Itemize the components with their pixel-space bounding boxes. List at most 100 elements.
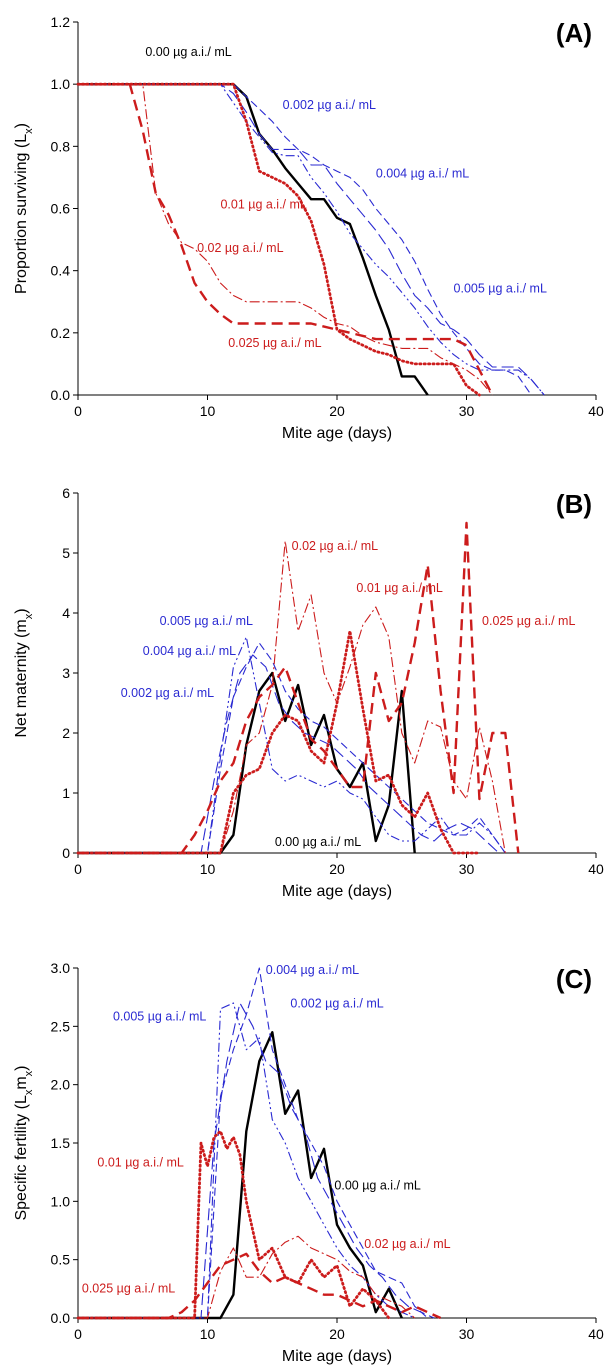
series-label: 0.02 µg a.i./ mL	[292, 539, 378, 553]
x-tick-label: 40	[588, 1326, 604, 1342]
series-label: 0.025 µg a.i./ mL	[228, 336, 321, 350]
y-tick-label: 1.5	[51, 1135, 71, 1151]
panel-letter: (C)	[556, 964, 592, 994]
x-axis-title: Mite age (days)	[282, 883, 392, 900]
y-axis-title-part: m	[13, 1076, 30, 1089]
y-axis-title-part: x	[23, 1070, 35, 1076]
y-axis-title: Specific fertility (Lxmx)	[13, 1065, 35, 1220]
x-tick-label: 0	[74, 861, 82, 877]
x-tick-label: 30	[459, 861, 475, 877]
series-line-0-002-ug-a-i-ml	[78, 1002, 435, 1319]
y-tick-label: 1.0	[51, 1193, 71, 1209]
series-line-0-025-ug-a-i-ml	[78, 1252, 442, 1320]
y-tick-label: 0.4	[51, 263, 71, 279]
y-tick-label: 1	[62, 785, 70, 801]
x-tick-label: 10	[200, 403, 216, 419]
y-tick-label: 0.2	[51, 325, 71, 341]
x-tick-label: 20	[329, 403, 345, 419]
y-tick-label: 1.0	[51, 76, 71, 92]
y-tick-label: 5	[62, 545, 70, 561]
x-tick-label: 30	[459, 403, 475, 419]
y-axis-title-part: )	[13, 1065, 30, 1070]
y-axis-title-part: )	[13, 608, 30, 613]
x-tick-label: 30	[459, 1326, 475, 1342]
series-label: 0.002 µg a.i./ mL	[283, 98, 376, 112]
panel-letter: (A)	[556, 18, 592, 48]
y-axis-title-part: x	[23, 128, 35, 134]
x-axis-title: Mite age (days)	[282, 425, 392, 442]
series-line-0-00-ug-a-i-ml	[78, 82, 429, 396]
series-line-0-004-ug-a-i-ml	[78, 967, 429, 1319]
series-label: 0.005 µg a.i./ mL	[160, 614, 253, 628]
series-line-0-01-ug-a-i-ml	[76, 1129, 391, 1320]
x-tick-label: 40	[588, 403, 604, 419]
y-axis-title-part: Proportion surviving (L	[13, 134, 30, 294]
series-label: 0.00 µg a.i./ mL	[275, 835, 361, 849]
y-tick-label: 0.0	[51, 387, 71, 403]
x-tick-label: 20	[329, 861, 345, 877]
panel-a-survival: 0 10 20 30 40 0.0 0.2 0.4 0.6 0.8 1.0 1.2 Mite age (…	[13, 14, 604, 442]
series-label: 0.004 µg a.i./ mL	[376, 166, 469, 180]
panel-c-specific-fertility: 0 10 20 30 40 0.0 0.5 1.0 1.5 2.0 2.5 3.0 Mite age (…	[13, 960, 604, 1365]
x-tick-label: 0	[74, 403, 82, 419]
series-line-0-004-ug-a-i-ml	[78, 642, 506, 854]
series-line-0-00-ug-a-i-ml	[78, 671, 416, 855]
series-label: 0.004 µg a.i./ mL	[143, 644, 236, 658]
y-tick-label: 0	[62, 845, 70, 861]
x-tick-label: 20	[329, 1326, 345, 1342]
y-axis-title-part: Net maternity (m	[13, 619, 30, 737]
series-label: 0.02 µg a.i./ mL	[197, 241, 283, 255]
y-tick-label: 2	[62, 725, 70, 741]
series-label: 0.01 µg a.i./ mL	[356, 581, 442, 595]
y-axis-title-part: x	[23, 613, 35, 619]
series-line-0-002-ug-a-i-ml	[78, 654, 500, 854]
series-line-0-02-ug-a-i-ml	[78, 83, 493, 396]
series-label: 0.01 µg a.i./ mL	[97, 1155, 183, 1169]
series-label: 0.025 µg a.i./ mL	[82, 1281, 175, 1295]
y-tick-label: 0.8	[51, 138, 71, 154]
series-line-0-01-ug-a-i-ml	[76, 629, 481, 855]
series-line-0-025-ug-a-i-ml	[78, 82, 494, 396]
y-tick-label: 3.0	[51, 960, 71, 976]
y-tick-label: 2.5	[51, 1018, 71, 1034]
series-label: 0.025 µg a.i./ mL	[482, 614, 575, 628]
y-axis-title: Net maternity (mx)	[13, 608, 35, 737]
y-axis-title-part: x	[23, 1089, 35, 1095]
y-tick-label: 0.0	[51, 1310, 71, 1326]
y-axis-title-part: Specific fertility (L	[13, 1095, 30, 1220]
y-tick-label: 0.6	[51, 201, 71, 217]
series-line-0-005-ug-a-i-ml	[78, 636, 506, 854]
y-axis-title: Proportion surviving (Lx)	[13, 123, 35, 294]
series-label: 0.002 µg a.i./ mL	[290, 997, 383, 1011]
y-tick-label: 4	[62, 605, 70, 621]
x-tick-label: 0	[74, 1326, 82, 1342]
series-line-0-005-ug-a-i-ml	[78, 83, 545, 396]
panel-letter: (B)	[556, 489, 592, 519]
series-line-0-025-ug-a-i-ml	[78, 521, 520, 855]
series-label: 0.00 µg a.i./ mL	[334, 1179, 420, 1193]
y-tick-label: 1.2	[51, 14, 71, 30]
y-tick-label: 2.0	[51, 1077, 71, 1093]
series-label: 0.004 µg a.i./ mL	[266, 963, 359, 977]
series-label: 0.01 µg a.i./ mL	[220, 198, 306, 212]
series-label: 0.02 µg a.i./ mL	[364, 1237, 450, 1251]
y-tick-label: 6	[62, 485, 70, 501]
panel-b-net-maternity: 0 10 20 30 40 0 1 2 3 4 5 6 Mite age (days) Net mater…	[13, 485, 604, 900]
series-label: 0.002 µg a.i./ mL	[121, 686, 214, 700]
x-tick-label: 10	[200, 1326, 216, 1342]
x-axis-title: Mite age (days)	[282, 1348, 392, 1365]
series-label: 0.005 µg a.i./ mL	[454, 281, 547, 295]
series-line-0-002-ug-a-i-ml	[78, 83, 545, 396]
y-tick-label: 0.5	[51, 1252, 71, 1268]
y-axis-title-part: )	[13, 123, 30, 128]
series-line-0-004-ug-a-i-ml	[78, 83, 532, 396]
series-line-0-02-ug-a-i-ml	[78, 1235, 416, 1319]
x-tick-label: 10	[200, 861, 216, 877]
series-label: 0.00 µg a.i./ mL	[145, 45, 231, 59]
series-label: 0.005 µg a.i./ mL	[113, 1010, 206, 1024]
series-line-0-005-ug-a-i-ml	[78, 1002, 415, 1319]
series-line-0-00-ug-a-i-ml	[78, 1030, 403, 1320]
x-tick-label: 40	[588, 861, 604, 877]
y-tick-label: 3	[62, 665, 70, 681]
